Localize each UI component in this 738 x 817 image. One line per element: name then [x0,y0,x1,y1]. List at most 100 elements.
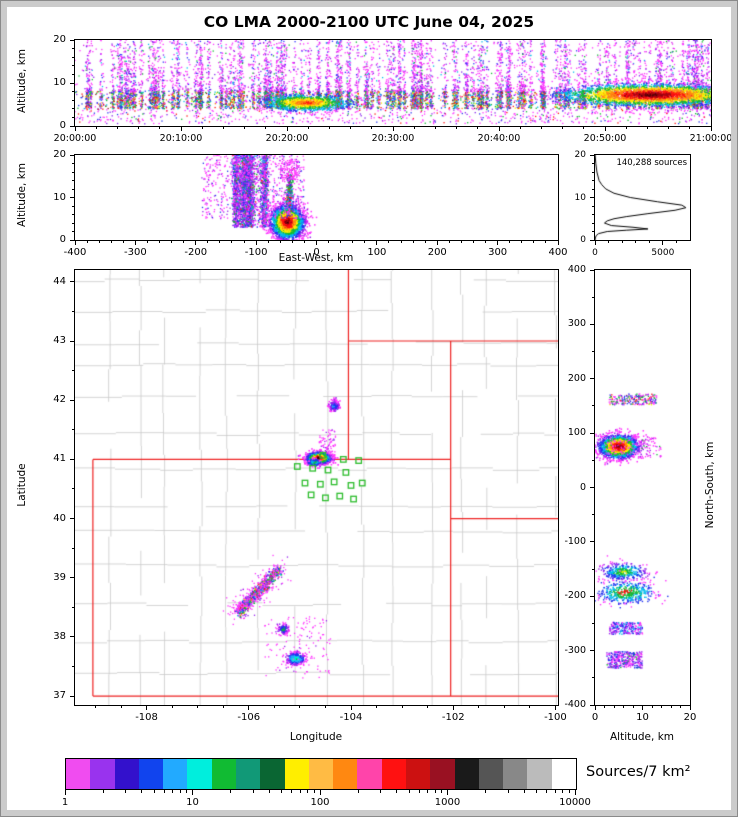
colorbar-segment [308,759,334,789]
tick-mark [248,706,250,710]
tick-label: 20:30:00 [371,133,415,144]
tick-label: 10000 [559,797,591,808]
tick-mark [680,706,681,708]
tick-mark [710,127,712,131]
tick-mark [485,241,487,243]
tick-mark [388,241,390,243]
tick-mark [141,790,143,793]
tick-mark [72,180,74,181]
tick-mark [265,127,267,129]
tick-label: 39 [53,571,66,583]
tick-label: -300 [564,644,586,656]
time-height-ylabel: Altitude, km [16,49,28,114]
tick-mark [521,241,523,243]
ns-ylabel: North-South, km [704,441,716,529]
tick-label: 20:40:00 [477,133,521,144]
tick-mark [594,706,596,710]
tick-mark [316,241,317,245]
tick-mark [590,239,594,241]
tick-mark [533,241,535,243]
tick-mark [364,241,366,243]
tick-mark [536,790,538,793]
tick-label: 5000 [651,248,675,258]
east-west-altitude-canvas [75,155,558,240]
tick-mark [418,790,420,793]
tick-mark [319,790,321,795]
tick-mark [222,127,224,129]
tick-mark [562,127,564,129]
tick-mark [230,790,232,793]
colorbar-segment [503,759,528,789]
tick-mark [592,171,594,173]
colorbar-segment [235,759,261,789]
tick-mark [72,163,74,164]
tick-label: 20:50:00 [583,133,627,144]
tick-mark [299,706,301,708]
tick-mark [180,127,182,131]
tick-mark [413,127,415,129]
tick-mark [434,127,436,129]
north-south-altitude-panel [594,269,691,706]
tick-mark [592,222,594,224]
tick-mark [350,706,352,710]
colorbar-segment [138,759,164,789]
tick-label: 38 [53,630,66,642]
tick-mark [72,91,74,93]
tick-mark [661,706,662,708]
tick-label: 37 [53,690,66,702]
tick-label: -100 [544,712,567,723]
tick-mark [540,127,542,129]
tick-mark [608,241,610,243]
colorbar-segment [66,759,91,789]
tick-mark [328,127,330,129]
tick-mark [146,241,148,243]
tick-mark [592,188,594,190]
tick-label: 0 [592,248,598,258]
tick-label: -200 [184,247,208,258]
tick-mark [299,790,301,793]
colorbar-segment [551,759,576,789]
colorbar-segment [478,759,504,789]
colorbar-segment [357,759,382,789]
tick-mark [592,405,594,407]
tick-mark [441,790,443,793]
tick-mark [219,241,221,243]
tick-mark [568,790,570,793]
tick-mark [472,241,474,243]
tick-mark [503,706,505,708]
tick-label: 41 [53,453,66,465]
time-height-canvas [75,40,711,126]
figure-title: CO LMA 2000-2100 UTC June 04, 2025 [203,13,535,31]
tick-mark [594,241,596,245]
tick-mark [72,666,74,668]
tick-label: -102 [441,712,465,723]
plan-view-map-panel [74,269,559,706]
tick-mark [291,790,293,793]
tick-mark [72,547,74,549]
tick-label: 20:00:00 [53,133,97,144]
tick-mark [651,706,653,708]
tick-mark [380,790,382,793]
tick-mark [646,127,648,129]
tick-mark [376,706,378,708]
tick-mark [427,706,429,708]
tick-label: 20 [574,150,586,160]
colorbar-segment [90,759,115,789]
tick-mark [72,108,74,110]
altitude-histogram-panel [594,154,691,241]
tick-mark [424,241,426,243]
tick-mark [70,695,74,697]
plan-view-map-canvas [75,270,558,705]
tick-mark [408,790,410,793]
tick-mark [183,241,185,243]
tick-mark [252,790,254,793]
tick-mark [350,127,352,129]
tick-mark [590,704,594,706]
tick-label: -200 [564,590,586,602]
tick-mark [642,706,643,710]
colorbar-segment [260,759,285,789]
tick-mark [590,432,594,434]
tick-label: 20 [683,712,697,723]
tick-mark [70,197,74,198]
tick-mark [328,241,330,243]
